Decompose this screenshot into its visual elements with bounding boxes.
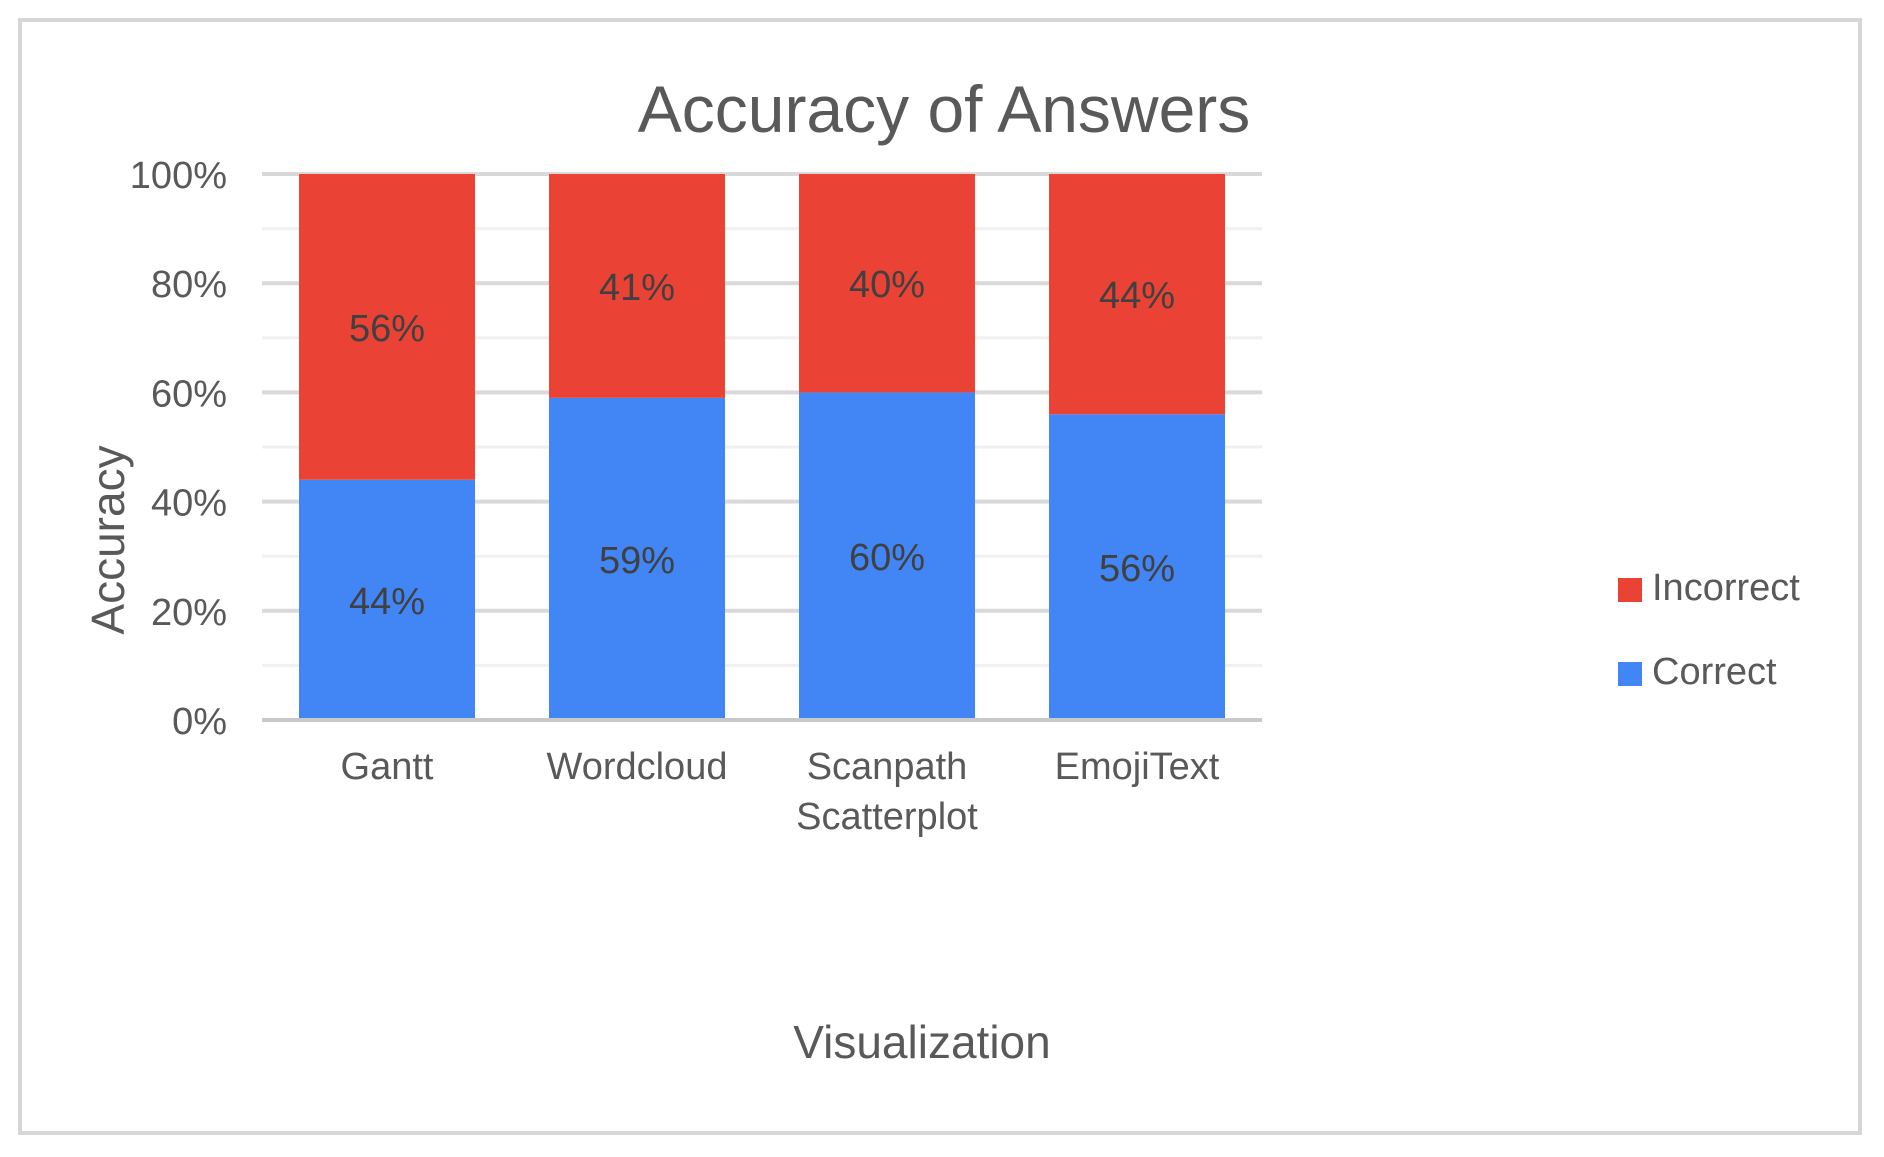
x-tick-label: Wordcloud	[547, 746, 728, 788]
y-tick-label: 100%	[130, 155, 227, 197]
legend-label-incorrect: Incorrect	[1652, 567, 1800, 609]
bar-correct-2	[799, 392, 975, 720]
bars	[299, 174, 1225, 720]
stacked-bar-chart: 44% 56% 59% 41% 60% 40% 56% 44% 0% 20% 40% 60% 80% 1…	[82, 72, 1800, 1068]
data-label-correct: 44%	[349, 581, 425, 623]
y-tick-label: 40%	[151, 483, 227, 525]
data-label-incorrect: 44%	[1099, 275, 1175, 317]
bar-correct-0	[299, 479, 475, 720]
x-tick-label: EmojiText	[1055, 746, 1220, 788]
y-tick-label: 60%	[151, 373, 227, 415]
x-tick-label: Gantt	[341, 746, 434, 788]
bar-incorrect-2	[799, 174, 975, 393]
data-label-incorrect: 56%	[349, 308, 425, 350]
bar-correct-3	[1049, 414, 1225, 720]
bar-correct-1	[549, 397, 725, 720]
chart-frame: 44% 56% 59% 41% 60% 40% 56% 44% 0% 20% 40% 60% 80% 1…	[18, 18, 1862, 1135]
data-label-correct: 60%	[849, 537, 925, 579]
legend-swatch-correct	[1618, 662, 1642, 686]
x-axis-title: Visualization	[793, 1016, 1050, 1068]
bar-incorrect-0	[299, 174, 475, 480]
legend-label-correct: Correct	[1652, 651, 1777, 693]
x-tick-label: Scanpath Scatterplot	[796, 746, 978, 838]
y-tick-label: 20%	[151, 592, 227, 634]
y-axis-title: Accuracy	[82, 445, 134, 634]
legend-swatch-incorrect	[1618, 578, 1642, 602]
data-label-incorrect: 40%	[849, 264, 925, 306]
data-label-correct: 56%	[1099, 548, 1175, 590]
y-tick-label: 80%	[151, 264, 227, 306]
data-label-incorrect: 41%	[599, 267, 675, 309]
chart-title: Accuracy of Answers	[638, 72, 1251, 146]
data-label-correct: 59%	[599, 540, 675, 582]
bar-incorrect-3	[1049, 174, 1225, 415]
bar-incorrect-1	[549, 174, 725, 398]
axes: 0% 20% 40% 60% 80% 100% Gantt Wordcloud Scanpath…	[130, 155, 1262, 838]
legend: Incorrect Correct	[1618, 567, 1800, 693]
y-tick-label: 0%	[172, 701, 227, 743]
data-labels: 44% 56% 59% 41% 60% 40% 56% 44%	[349, 264, 1175, 623]
